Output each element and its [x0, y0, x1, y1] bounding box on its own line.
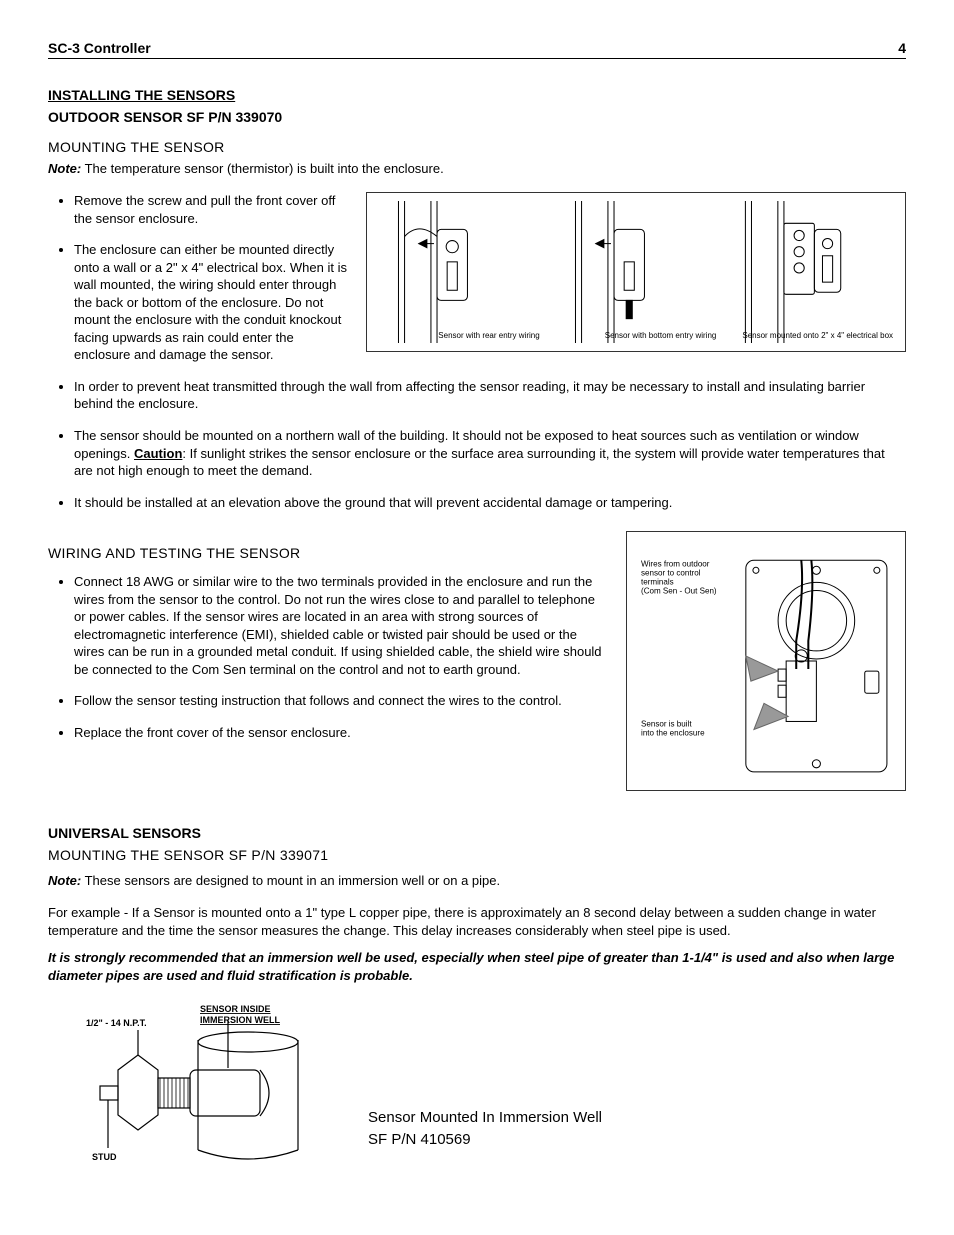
immersion-figure: 1/2" - 14 N.P.T. SENSOR INSIDE IMMERSION…	[48, 1000, 338, 1180]
immersion-caption-2: SF P/N 410569	[368, 1129, 602, 1152]
universal-note: Note: These sensors are designed to moun…	[48, 873, 906, 888]
caution-label: Caution	[134, 446, 182, 461]
bullet-remove-screw: Remove the screw and pull the front cove…	[74, 192, 348, 227]
immersion-caption: Sensor Mounted In Immersion Well SF P/N …	[368, 1107, 602, 1152]
svg-text:terminals: terminals	[641, 578, 674, 587]
page-header: SC-3 Controller 4	[48, 40, 906, 59]
bullet-testing-instruction: Follow the sensor testing instruction th…	[74, 692, 608, 710]
universal-para-recommend: It is strongly recommended that an immer…	[48, 949, 906, 985]
header-left: SC-3 Controller	[48, 40, 151, 56]
svg-text:sensor to control: sensor to control	[641, 569, 701, 578]
svg-text:into the enclosure: into the enclosure	[641, 729, 705, 738]
universal-para-example: For example - If a Sensor is mounted ont…	[48, 904, 906, 939]
figure-panel-bottom-wiring: Sensor with bottom entry wiring	[552, 201, 721, 343]
note-line: Note: The temperature sensor (thermistor…	[48, 161, 906, 176]
section-title-installing: INSTALLING THE SENSORS	[48, 87, 906, 103]
wiring-row: WIRING AND TESTING THE SENSOR Connect 18…	[48, 531, 906, 791]
note-text-2: These sensors are designed to mount in a…	[81, 873, 500, 888]
svg-text:IMMERSION WELL: IMMERSION WELL	[200, 1015, 280, 1025]
universal-sub: MOUNTING THE SENSOR SF P/N 339071	[48, 847, 906, 863]
mounting-text-col: Remove the screw and pull the front cove…	[48, 192, 348, 378]
section-sub-outdoor: OUTDOOR SENSOR SF P/N 339070	[48, 109, 906, 125]
figure-caption-1: Sensor with rear entry wiring	[438, 332, 539, 341]
bullet-enclosure-mount: The enclosure can either be mounted dire…	[74, 241, 348, 364]
wiring-figure: Wires from outdoor sensor to control ter…	[626, 531, 906, 791]
figure-panel-rear-wiring: Sensor with rear entry wiring	[375, 201, 544, 343]
svg-text:Wires from outdoor: Wires from outdoor	[641, 559, 710, 568]
figure-caption-2: Sensor with bottom entry wiring	[605, 332, 717, 341]
note-label-2: Note:	[48, 873, 81, 888]
mounting-figure: Sensor with rear entry wiring	[366, 192, 906, 378]
figure-panel-electrical-box: Sensor mounted onto 2" x 4" electrical b…	[728, 201, 897, 343]
svg-text:(Com Sen - Out Sen): (Com Sen - Out Sen)	[641, 587, 717, 596]
bullet-replace-cover: Replace the front cover of the sensor en…	[74, 724, 608, 742]
svg-text:STUD: STUD	[92, 1152, 117, 1162]
bullet-connect-awg: Connect 18 AWG or similar wire to the tw…	[74, 573, 608, 678]
bullet-elevation: It should be installed at an elevation a…	[74, 494, 906, 512]
header-page-number: 4	[898, 40, 906, 56]
mounting-row: Remove the screw and pull the front cove…	[48, 192, 906, 378]
svg-text:1/2" - 14 N.P.T.: 1/2" - 14 N.P.T.	[86, 1018, 147, 1028]
note-label: Note:	[48, 161, 81, 176]
mounting-heading: MOUNTING THE SENSOR	[48, 139, 906, 155]
bullet-heat-barrier: In order to prevent heat transmitted thr…	[74, 378, 906, 413]
svg-text:SENSOR INSIDE: SENSOR INSIDE	[200, 1004, 271, 1014]
figure-caption-3: Sensor mounted onto 2" x 4" electrical b…	[742, 332, 893, 341]
svg-text:Sensor is built: Sensor is built	[641, 720, 692, 729]
note-text: The temperature sensor (thermistor) is b…	[81, 161, 443, 176]
immersion-row: 1/2" - 14 N.P.T. SENSOR INSIDE IMMERSION…	[48, 1000, 906, 1180]
bullet-northern-wall: The sensor should be mounted on a northe…	[74, 427, 906, 480]
wiring-heading: WIRING AND TESTING THE SENSOR	[48, 545, 608, 561]
universal-title: UNIVERSAL SENSORS	[48, 825, 906, 841]
immersion-caption-1: Sensor Mounted In Immersion Well	[368, 1107, 602, 1130]
